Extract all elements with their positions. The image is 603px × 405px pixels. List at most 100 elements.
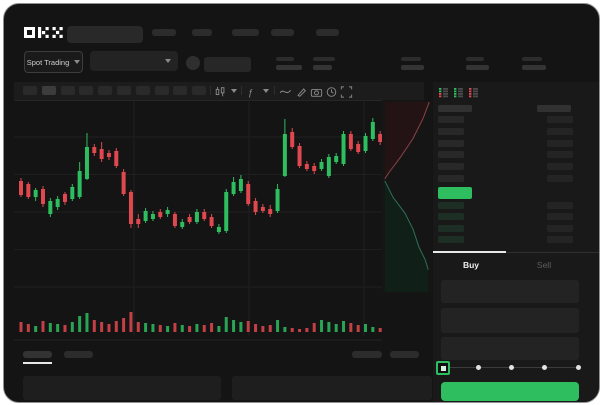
bid-amount-bar: [547, 202, 573, 209]
timeframe-button[interactable]: [79, 86, 94, 95]
orderbook-header-amount-col: [537, 105, 571, 112]
bid-price-bar: [438, 236, 464, 243]
ask-price-bar: [438, 116, 464, 123]
ask-amount-bar: [547, 116, 573, 123]
market-type-label: Spot Trading: [26, 57, 70, 67]
toolbar-separator: [210, 86, 211, 95]
timeframe-button[interactable]: [192, 86, 207, 95]
chevron-down-icon[interactable]: [263, 89, 270, 94]
orderbook-ask-row[interactable]: [433, 162, 599, 171]
slider-stop[interactable]: [575, 364, 581, 370]
stat-label: [466, 57, 484, 61]
stat-value: [313, 65, 332, 70]
bottom-tab-active[interactable]: [23, 351, 52, 358]
okx-app-window: Spot Trading ƒ Buy Sell: [3, 3, 600, 403]
stat-label: [276, 57, 294, 61]
order-form-field[interactable]: [441, 337, 579, 360]
fullscreen-icon[interactable]: [340, 85, 353, 98]
bottom-panel: [23, 376, 221, 400]
orderbook-ask-row[interactable]: [433, 174, 599, 183]
bottom-tab-underline: [23, 362, 52, 364]
tab-buy[interactable]: Buy: [462, 260, 480, 270]
nav-item[interactable]: [271, 29, 294, 36]
bid-price-bar: [438, 202, 464, 209]
book-combined-icon[interactable]: [438, 85, 449, 98]
slider-stop[interactable]: [475, 364, 481, 370]
nav-item[interactable]: [232, 29, 259, 36]
search-input[interactable]: [67, 26, 143, 43]
draw-icon[interactable]: [295, 85, 308, 97]
order-form-field[interactable]: [441, 308, 579, 333]
pair-selector[interactable]: [90, 51, 178, 71]
book-asks-icon[interactable]: [468, 85, 479, 98]
timeframe-button[interactable]: [135, 86, 150, 95]
indicators-icon[interactable]: ƒ: [245, 85, 258, 97]
buy-submit-button[interactable]: [441, 382, 579, 401]
amount-slider-handle[interactable]: [436, 361, 450, 375]
nav-item[interactable]: [316, 29, 339, 36]
tab-divider: [433, 252, 599, 253]
history-clock-icon[interactable]: [325, 85, 338, 97]
bottom-panel: [232, 376, 432, 400]
candle-style-icon[interactable]: [214, 85, 227, 97]
avatar[interactable]: [186, 56, 200, 70]
slider-handle-dot: [440, 365, 446, 371]
depth-chart: [384, 101, 430, 292]
timeframe-button[interactable]: [173, 86, 188, 95]
ask-price-bar: [438, 151, 464, 158]
bottom-meta-bar: [352, 351, 382, 358]
bid-price-bar: [438, 225, 464, 232]
ask-price-bar: [438, 163, 464, 170]
orderbook-header-price-col: [438, 105, 472, 112]
stat-value: [401, 65, 424, 70]
timeframe-button[interactable]: [41, 86, 56, 95]
orderbook-ask-row[interactable]: [433, 115, 599, 124]
candlestick-chart[interactable]: [14, 96, 382, 341]
timeframe-button[interactable]: [60, 86, 75, 95]
book-bids-icon[interactable]: [453, 85, 464, 98]
stat-value: [466, 65, 489, 70]
stat-value: [522, 65, 546, 70]
stat-label: [313, 57, 335, 61]
timeframe-button[interactable]: [23, 86, 37, 95]
svg-text:ƒ: ƒ: [248, 86, 253, 97]
nav-item[interactable]: [152, 29, 176, 36]
tab-sell[interactable]: Sell: [536, 260, 552, 270]
toolbar-separator: [274, 86, 275, 95]
ask-amount-bar: [547, 175, 573, 182]
orderbook-ask-row[interactable]: [433, 150, 599, 159]
order-form-field[interactable]: [441, 280, 579, 303]
slider-stop[interactable]: [509, 364, 514, 370]
wallet-button[interactable]: [204, 57, 251, 72]
slider-stop[interactable]: [542, 364, 548, 370]
bottom-tab[interactable]: [64, 351, 93, 358]
orderbook-bid-row[interactable]: [433, 224, 599, 233]
orderbook-ask-row[interactable]: [433, 139, 599, 148]
orderbook-ask-row[interactable]: [433, 127, 599, 136]
nav-item[interactable]: [192, 29, 212, 36]
bid-amount-bar: [547, 225, 573, 232]
orderbook-bid-row[interactable]: [433, 235, 599, 244]
bid-amount-bar: [547, 213, 573, 220]
line-style-icon[interactable]: [279, 85, 292, 97]
stat-label: [401, 57, 421, 61]
timeframe-button[interactable]: [154, 86, 169, 95]
timeframe-button[interactable]: [98, 86, 113, 95]
orderbook-bid-row[interactable]: [433, 201, 599, 210]
timeframe-button[interactable]: [117, 86, 131, 95]
okx-logo: [24, 27, 63, 38]
ask-price-bar: [438, 175, 464, 182]
ask-price-bar: [438, 140, 464, 147]
bid-price-bar: [438, 213, 464, 220]
chevron-down-icon[interactable]: [231, 89, 238, 94]
ask-amount-bar: [547, 140, 573, 147]
depth-panel: [382, 100, 432, 294]
market-type-selector[interactable]: Spot Trading: [24, 51, 83, 73]
orderbook-bid-row[interactable]: [433, 212, 599, 221]
orderbook-last-price[interactable]: [438, 187, 472, 199]
ask-amount-bar: [547, 163, 573, 170]
ask-price-bar: [438, 128, 464, 135]
chevron-down-icon: [74, 60, 81, 64]
camera-icon[interactable]: [310, 85, 323, 97]
